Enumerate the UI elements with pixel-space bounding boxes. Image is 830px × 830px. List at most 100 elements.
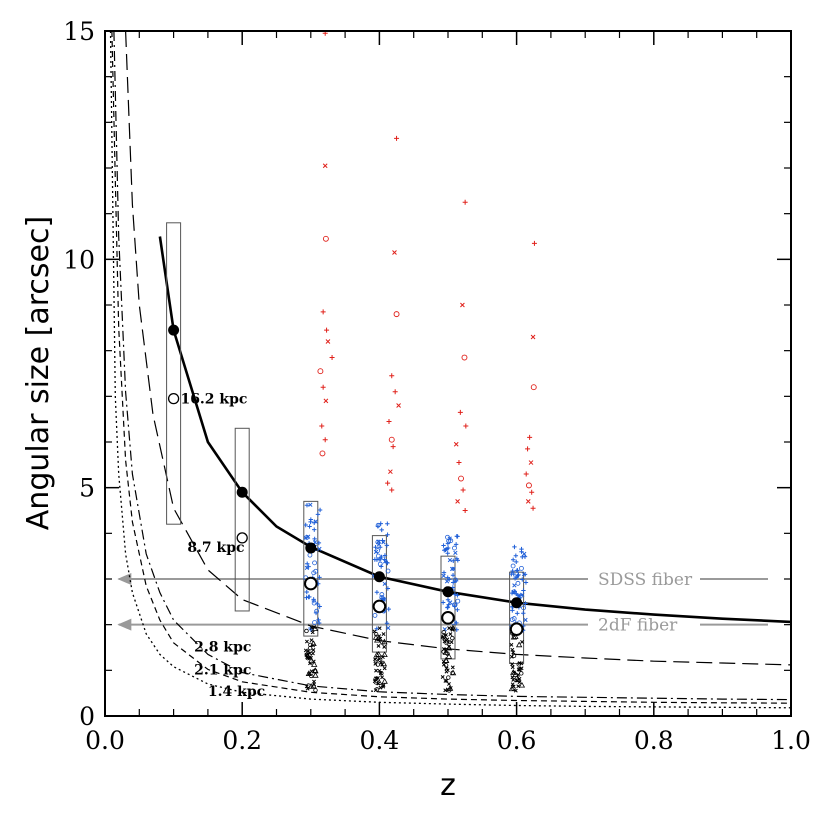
black-point <box>442 649 449 655</box>
blue-point <box>372 612 378 618</box>
blue-point <box>441 543 446 548</box>
blue-point <box>448 538 454 544</box>
black-point <box>515 641 523 648</box>
median-filled-marker <box>373 571 385 583</box>
blue-point <box>521 572 527 577</box>
black-point <box>446 688 452 693</box>
red-point <box>396 403 401 408</box>
black-point <box>374 676 379 681</box>
blue-point <box>512 576 518 581</box>
blue-point <box>445 541 451 546</box>
fiber-label: SDSS fiber <box>598 570 693 590</box>
black-point <box>446 675 451 680</box>
blue-point <box>377 561 383 567</box>
blue-point <box>449 566 455 572</box>
blue-point <box>308 517 314 522</box>
blue-point <box>452 602 458 608</box>
black-point <box>450 665 455 670</box>
blue-point <box>312 560 317 566</box>
median-open-marker <box>304 576 318 591</box>
black-point <box>381 678 388 684</box>
red-point <box>458 475 464 482</box>
black-point <box>375 662 381 667</box>
blue-point <box>317 507 323 513</box>
black-point <box>305 670 313 676</box>
red-point <box>320 384 326 390</box>
red-point <box>460 302 465 308</box>
black-point <box>441 647 446 652</box>
blue-point <box>454 620 459 626</box>
blue-point <box>385 532 390 537</box>
black-point <box>450 635 455 641</box>
blue-point <box>445 534 450 540</box>
range-box <box>303 500 319 637</box>
black-point <box>311 648 316 652</box>
blue-point <box>455 598 461 604</box>
blue-point <box>311 520 317 525</box>
blue-point <box>384 543 390 548</box>
blue-point <box>446 602 451 607</box>
size-curve <box>158 236 791 624</box>
black-point <box>445 653 453 659</box>
blue-point <box>373 545 378 550</box>
blue-point <box>317 575 322 580</box>
black-point <box>308 659 314 664</box>
black-point <box>514 676 521 683</box>
red-point <box>463 423 469 429</box>
blue-point <box>448 600 453 605</box>
red-point <box>325 339 331 344</box>
red-point <box>531 240 537 246</box>
red-point <box>453 441 459 447</box>
blue-point <box>450 580 456 585</box>
black-point <box>443 688 448 693</box>
black-point <box>307 682 315 689</box>
median-open-marker <box>372 599 387 614</box>
blue-point <box>514 559 519 565</box>
blue-point <box>514 568 520 573</box>
curve-label: 16.2 kpc <box>180 392 247 408</box>
blue-point <box>522 551 527 557</box>
red-point <box>388 436 395 443</box>
blue-point <box>453 542 459 547</box>
black-point <box>509 654 514 659</box>
blue-point <box>316 540 322 546</box>
blue-point <box>445 605 450 610</box>
blue-point <box>453 550 458 556</box>
blue-point <box>386 606 391 612</box>
blue-point <box>454 556 460 561</box>
blue-point <box>375 548 381 553</box>
black-point <box>308 661 312 666</box>
red-point <box>394 135 400 141</box>
x-axis-title: z <box>440 768 456 803</box>
blue-point <box>386 625 391 631</box>
size-curve <box>109 31 791 709</box>
black-point <box>517 680 522 685</box>
blue-point <box>316 617 321 623</box>
blue-point <box>440 600 446 605</box>
black-point <box>311 625 319 632</box>
axes-layer: 0.0 0.2 0.4 0.6 0.8 1.0 0 5 10 15 <box>63 17 811 755</box>
blue-point <box>517 594 522 599</box>
size-curve <box>111 31 791 704</box>
black-point <box>312 668 318 673</box>
blue-point <box>375 522 381 528</box>
black-point <box>445 644 453 651</box>
blue-point <box>445 597 451 602</box>
median-open-marker <box>509 622 524 637</box>
black-point <box>445 637 450 642</box>
red-point <box>462 508 468 513</box>
black-point <box>312 679 316 684</box>
blue-point <box>521 588 526 593</box>
black-point <box>373 688 378 693</box>
y-tick-label: 15 <box>63 17 95 46</box>
black-point <box>375 651 382 657</box>
red-point <box>324 327 330 333</box>
red-point <box>457 409 463 415</box>
blue-point <box>455 607 460 612</box>
blue-point <box>519 549 524 554</box>
black-point <box>510 682 515 687</box>
red-point <box>528 460 534 465</box>
red-point <box>322 235 329 242</box>
black-point <box>443 663 449 668</box>
black-point <box>377 668 382 673</box>
